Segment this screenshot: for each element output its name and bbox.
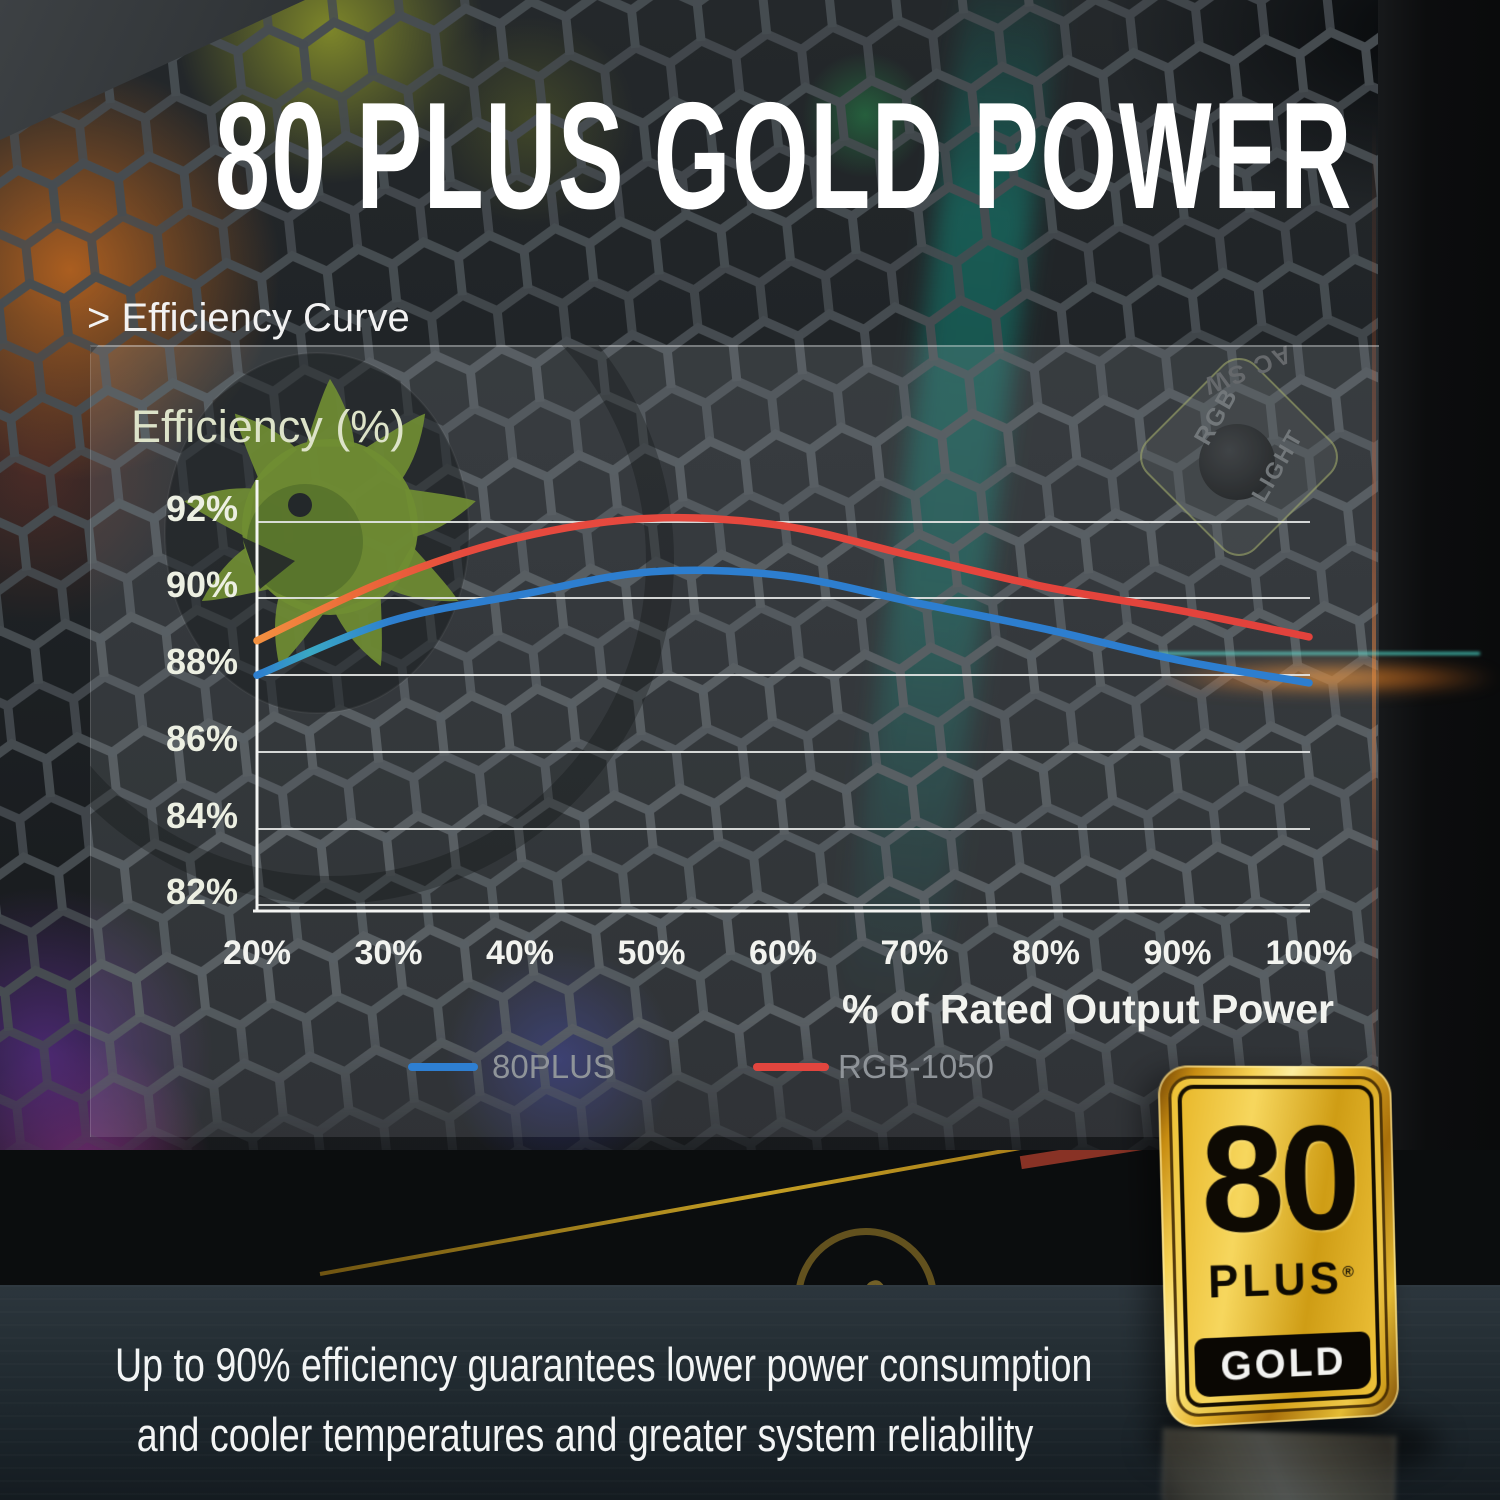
- badge-plus-text: PLUS: [1207, 1252, 1344, 1308]
- y-axis-tick: 90%: [165, 564, 238, 605]
- y-axis-tick: 84%: [165, 795, 238, 836]
- legend-label-rgb-1050: RGB-1050: [838, 1048, 994, 1085]
- x-axis-tick: 30%: [354, 934, 423, 972]
- x-axis-tick: 20%: [222, 934, 292, 972]
- badge-80plus-gold: 80 PLUS® GOLD: [1157, 1065, 1400, 1429]
- badge-tier-band: GOLD: [1194, 1331, 1372, 1398]
- y-axis-tick: 92%: [165, 488, 238, 529]
- x-axis-tick: 80%: [1011, 934, 1081, 972]
- cyan-lens-flare: [1150, 652, 1480, 655]
- curve-80plus: [253, 566, 1313, 687]
- y-axis-tick: 86%: [165, 718, 238, 759]
- x-axis-tick: 100%: [1265, 934, 1353, 972]
- x-axis-tick: 70%: [880, 934, 949, 972]
- legend-label-80plus: 80PLUS: [492, 1048, 615, 1085]
- chart-curves: [253, 513, 1313, 687]
- page-title: 80 PLUS GOLD POWER: [215, 71, 1353, 241]
- badge-number: 80: [1198, 1093, 1358, 1265]
- badge-plus-label: PLUS®: [1207, 1252, 1355, 1308]
- section-label: > Efficiency Curve: [87, 296, 410, 340]
- curve-rgb-1050: [253, 513, 1313, 645]
- badge-gold-frame: 80 PLUS® GOLD: [1157, 1065, 1400, 1429]
- legend-swatch-80plus: [408, 1063, 478, 1071]
- registered-mark: ®: [1342, 1263, 1355, 1281]
- x-axis-tick: 60%: [748, 934, 818, 972]
- y-axis-label: Efficiency (%): [131, 401, 406, 452]
- psu-side-panel: [1378, 0, 1500, 1290]
- description-line-2: and cooler temperatures and greater syst…: [136, 1408, 1034, 1461]
- psu-edge-rim-light: [1372, 120, 1376, 1180]
- y-axis-tick: 82%: [165, 871, 238, 912]
- badge-reflection: GOLD: [1160, 1427, 1397, 1500]
- x-axis-tick: 40%: [485, 934, 555, 972]
- legend-swatch-rgb-1050: [753, 1063, 829, 1071]
- badge-reflection-face: GOLD: [1160, 1427, 1397, 1500]
- rgb-light-button: [1199, 424, 1275, 500]
- chart-axes: [253, 480, 1310, 913]
- description-line-1: Up to 90% efficiency guarantees lower po…: [115, 1338, 1093, 1391]
- x-axis-tick: 90%: [1143, 934, 1212, 972]
- x-axis-title: % of Rated Output Power: [842, 986, 1334, 1032]
- chart-gridlines: [257, 521, 1310, 906]
- x-axis-tick: 50%: [617, 934, 686, 972]
- badge-inner-frame: 80 PLUS® GOLD: [1167, 1075, 1390, 1418]
- y-axis-tick: 88%: [165, 641, 238, 682]
- badge-content: 80 PLUS® GOLD: [1177, 1084, 1382, 1409]
